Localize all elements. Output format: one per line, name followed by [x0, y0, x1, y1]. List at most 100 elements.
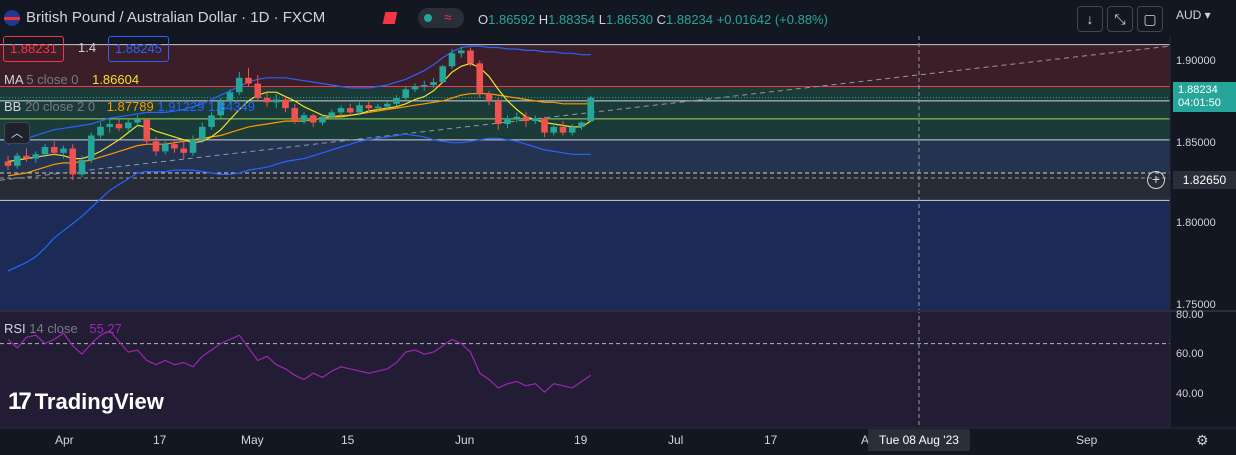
candle-body: [180, 148, 188, 153]
last-price-tag: 1.88234 04:01:50: [1173, 82, 1236, 112]
candle-body: [226, 92, 234, 101]
collapse-icon: ⤡: [1114, 11, 1126, 27]
candle-body: [504, 118, 511, 124]
maximize-pane-button[interactable]: ▢: [1137, 6, 1163, 32]
candle-body: [411, 86, 419, 90]
maximize-icon: ▢: [1143, 11, 1157, 27]
candle-body: [124, 122, 132, 129]
time-tick: Apr: [55, 433, 74, 447]
time-tick: A: [861, 433, 870, 447]
market-status-icon[interactable]: [382, 12, 398, 24]
spread-value: 1.4: [78, 40, 97, 55]
add-alert-icon[interactable]: +: [1147, 171, 1165, 189]
gbp-aud-flag-icon: [4, 9, 20, 26]
time-tick: 17: [764, 433, 778, 447]
sell-price-box[interactable]: 1.88231: [3, 36, 64, 62]
candle-body: [485, 93, 493, 101]
candle-body: [152, 141, 160, 152]
candle-body: [189, 139, 197, 153]
candle-body: [374, 106, 382, 109]
candle-body: [559, 126, 567, 133]
ma-legend[interactable]: MA 5 close 0 1.86604: [4, 72, 140, 87]
crosshair-date-tag: Tue 08 Aug '23: [868, 429, 970, 451]
candle-body: [393, 98, 400, 104]
lower-zone: [0, 200, 1170, 310]
candle-body: [245, 77, 252, 84]
candle-body: [254, 83, 262, 99]
rsi-tick: 40.00: [1176, 388, 1204, 400]
status-dot-icon: [424, 14, 432, 22]
time-tick: 15: [341, 433, 355, 447]
candle-body: [235, 77, 243, 93]
rsi-background: [0, 312, 1170, 428]
candle-body: [550, 126, 558, 133]
time-tick: 19: [574, 433, 588, 447]
candle-body: [587, 97, 595, 122]
candle-body: [568, 126, 576, 133]
candle-body: [300, 115, 308, 122]
price-tick: 1.80000: [1176, 217, 1216, 229]
candle-body: [356, 105, 363, 113]
ohlc-readout: O1.86592 H1.88354 L1.86530 C1.88234 +0.0…: [478, 12, 828, 27]
tradingview-logo-icon: 17: [8, 388, 32, 415]
candle-body: [115, 123, 123, 129]
candle-body: [383, 103, 391, 107]
candle-body: [161, 144, 169, 152]
candle-body: [69, 148, 77, 175]
candle-body: [143, 119, 151, 142]
candle-body: [522, 116, 530, 122]
candle-body: [328, 112, 336, 117]
candle-body: [208, 115, 215, 127]
wave-icon: ≈: [444, 9, 452, 25]
price-tick: 1.85000: [1176, 137, 1216, 149]
candle-body: [476, 63, 484, 94]
candle-body: [171, 144, 178, 149]
time-tick: Jul: [668, 433, 684, 447]
bb-basis-line: [7, 93, 591, 177]
candle-body: [282, 99, 289, 109]
candle-body: [531, 118, 539, 122]
candle-body: [41, 147, 49, 155]
candle-body: [106, 123, 114, 127]
candle-body: [541, 118, 548, 133]
scroll-down-button[interactable]: ↓: [1077, 6, 1103, 32]
candle-body: [198, 126, 206, 140]
candle-body: [337, 108, 345, 113]
candle-body: [319, 116, 326, 123]
data-feed-toggle[interactable]: ≈: [418, 8, 464, 28]
collapse-legend-button[interactable]: ︿: [4, 122, 30, 144]
candle-body: [420, 85, 428, 87]
candle-body: [97, 126, 104, 136]
symbol-title[interactable]: British Pound / Australian Dollar · 1D ·…: [4, 9, 325, 26]
candle-body: [4, 161, 12, 166]
candle-body: [448, 53, 456, 67]
rsi-tick: 60.00: [1176, 348, 1204, 360]
time-tick: 17: [153, 433, 167, 447]
collapse-pane-button[interactable]: ⤡: [1107, 6, 1133, 32]
candle-body: [291, 108, 299, 122]
rsi-legend[interactable]: RSI 14 close 55.27: [4, 321, 122, 336]
settings-gear-icon[interactable]: ⚙: [1196, 432, 1209, 448]
crosshair-price-tag: 1.82650: [1173, 171, 1236, 189]
candle-body: [513, 116, 521, 119]
price-tick: 1.75000: [1176, 299, 1216, 311]
currency-selector[interactable]: AUD ▾: [1176, 8, 1211, 22]
resistance-zone: [0, 44, 1170, 87]
candle-body: [578, 122, 585, 127]
buy-price-box[interactable]: 1.88245: [108, 36, 169, 62]
candle-body: [32, 154, 40, 159]
candle-body: [13, 155, 21, 166]
candle-body: [263, 98, 271, 103]
candle-body: [457, 50, 465, 54]
candle-body: [87, 135, 95, 161]
bb-lower-line: [7, 133, 591, 272]
time-tick: Jun: [455, 433, 475, 447]
candle-body: [309, 115, 317, 123]
bb-legend[interactable]: BB 20 close 2 0 1.87789 1.91229 1.84349: [4, 99, 255, 114]
candle-body: [272, 99, 280, 103]
tradingview-logo[interactable]: 17 TradingView: [8, 388, 164, 415]
candle-body: [134, 119, 141, 123]
candle-body: [430, 82, 437, 86]
candle-body: [494, 100, 502, 124]
